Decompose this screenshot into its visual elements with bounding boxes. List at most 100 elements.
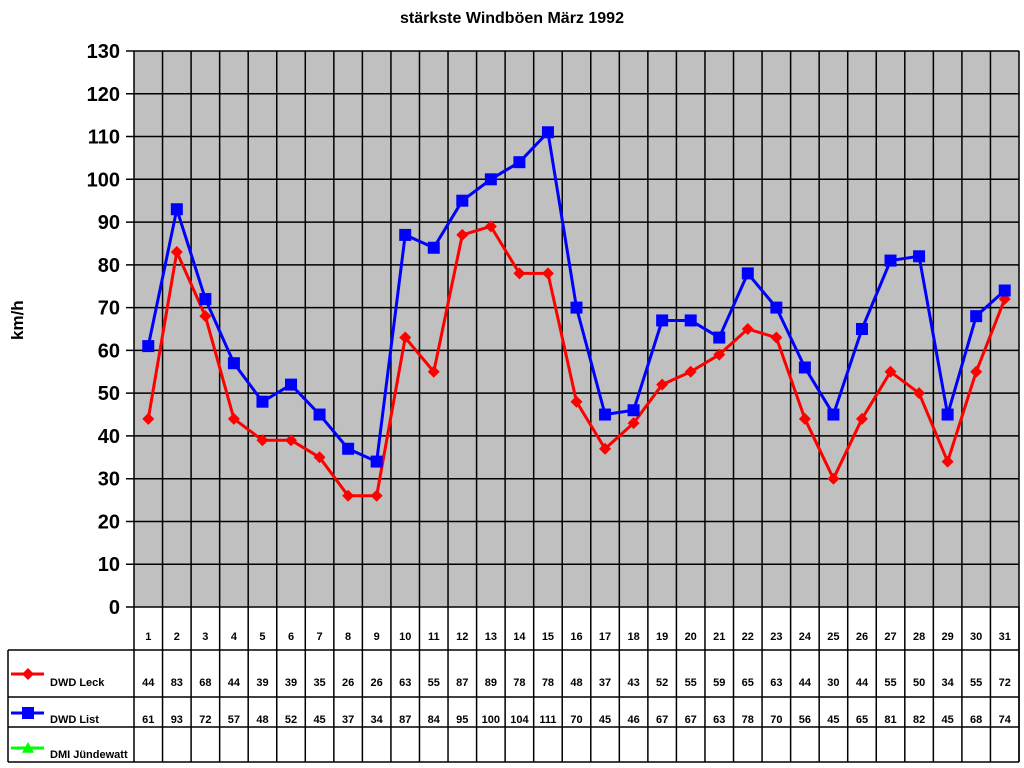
legend-square-icon bbox=[22, 707, 34, 719]
table-cell-value: 55 bbox=[685, 677, 697, 689]
x-category-label: 28 bbox=[913, 631, 925, 643]
x-category-label: 15 bbox=[542, 631, 554, 643]
table-cell-value: 78 bbox=[542, 677, 554, 689]
legend-label: DMI Jündewatt bbox=[50, 749, 128, 761]
table-cell-value: 93 bbox=[171, 714, 183, 726]
data-point-diamond-icon bbox=[827, 472, 840, 485]
table-cell-value: 100 bbox=[482, 714, 500, 726]
data-point-square-icon bbox=[399, 228, 412, 241]
data-point-square-icon bbox=[827, 408, 840, 421]
y-tick-label: 130 bbox=[87, 41, 120, 63]
table-cell-value: 70 bbox=[570, 714, 582, 726]
table-cell-value: 34 bbox=[942, 677, 955, 689]
data-point-square-icon bbox=[998, 284, 1011, 297]
data-point-square-icon bbox=[142, 340, 155, 353]
x-category-label: 21 bbox=[713, 631, 725, 643]
x-category-label: 8 bbox=[345, 631, 351, 643]
table-cell-value: 63 bbox=[713, 714, 725, 726]
data-point-diamond-icon bbox=[770, 331, 783, 344]
table-cell-value: 83 bbox=[171, 677, 183, 689]
table-cell-value: 39 bbox=[256, 677, 268, 689]
data-point-square-icon bbox=[913, 250, 926, 263]
data-point-square-icon bbox=[256, 395, 269, 408]
data-point-square-icon bbox=[227, 357, 240, 370]
data-point-diamond-icon bbox=[285, 434, 298, 447]
table-cell-value: 82 bbox=[913, 714, 925, 726]
legend-label: DWD List bbox=[50, 714, 99, 726]
data-point-square-icon bbox=[484, 173, 497, 186]
data-point-diamond-icon bbox=[370, 489, 383, 502]
table-cell-value: 43 bbox=[627, 677, 639, 689]
data-point-diamond-icon bbox=[313, 451, 326, 464]
table-cell-value: 72 bbox=[999, 677, 1011, 689]
data-point-square-icon bbox=[370, 455, 383, 468]
y-tick-label: 50 bbox=[98, 383, 120, 405]
table-cell-value: 67 bbox=[685, 714, 697, 726]
y-tick-label: 70 bbox=[98, 298, 120, 320]
legend-diamond-icon bbox=[22, 668, 34, 680]
table-cell-value: 35 bbox=[313, 677, 325, 689]
x-category-label: 4 bbox=[231, 631, 238, 643]
x-category-label: 25 bbox=[827, 631, 839, 643]
table-cell-value: 44 bbox=[142, 677, 155, 689]
data-point-square-icon bbox=[427, 241, 440, 254]
data-point-diamond-icon bbox=[142, 412, 155, 425]
table-cell-value: 46 bbox=[627, 714, 639, 726]
x-category-label: 7 bbox=[317, 631, 323, 643]
y-tick-label: 10 bbox=[98, 554, 120, 576]
x-category-label: 10 bbox=[399, 631, 411, 643]
data-point-square-icon bbox=[798, 361, 811, 374]
data-point-square-icon bbox=[884, 254, 897, 267]
table-cell-value: 52 bbox=[656, 677, 668, 689]
table-cell-value: 65 bbox=[856, 714, 868, 726]
x-category-label: 27 bbox=[884, 631, 896, 643]
table-cell-value: 72 bbox=[199, 714, 211, 726]
data-point-diamond-icon bbox=[798, 412, 811, 425]
table-cell-value: 78 bbox=[742, 714, 754, 726]
data-point-diamond-icon bbox=[399, 331, 412, 344]
data-point-square-icon bbox=[855, 323, 868, 335]
data-point-square-icon bbox=[770, 301, 783, 314]
table-cell-value: 87 bbox=[399, 714, 411, 726]
data-point-diamond-icon bbox=[970, 365, 983, 378]
data-point-diamond-icon bbox=[684, 365, 697, 378]
table-cell-value: 59 bbox=[713, 677, 725, 689]
table-cell-value: 37 bbox=[599, 677, 611, 689]
table-cell-value: 67 bbox=[656, 714, 668, 726]
x-category-label: 23 bbox=[770, 631, 782, 643]
table-cell-value: 61 bbox=[142, 714, 154, 726]
data-point-diamond-icon bbox=[227, 412, 240, 425]
data-point-diamond-icon bbox=[199, 310, 212, 323]
data-point-diamond-icon bbox=[342, 489, 355, 502]
table-cell-value: 111 bbox=[539, 714, 556, 726]
table-cell-value: 34 bbox=[371, 714, 384, 726]
legend-label: DWD Leck bbox=[50, 677, 105, 689]
x-category-label: 26 bbox=[856, 631, 868, 643]
table-cell-value: 26 bbox=[371, 677, 383, 689]
chart-title: stärkste Windböen März 1992 bbox=[400, 10, 624, 27]
data-point-square-icon bbox=[199, 293, 212, 306]
table-cell-value: 44 bbox=[228, 677, 241, 689]
data-point-square-icon bbox=[342, 442, 355, 455]
y-tick-label: 120 bbox=[87, 84, 120, 106]
y-tick-label: 30 bbox=[98, 469, 120, 491]
data-point-square-icon bbox=[970, 310, 983, 323]
x-category-label: 9 bbox=[374, 631, 380, 643]
data-point-square-icon bbox=[313, 408, 326, 421]
table-cell-value: 26 bbox=[342, 677, 354, 689]
data-point-square-icon bbox=[684, 314, 697, 327]
data-point-diamond-icon bbox=[427, 365, 440, 378]
table-cell-value: 48 bbox=[256, 714, 268, 726]
y-tick-label: 100 bbox=[87, 169, 120, 191]
data-point-square-icon bbox=[941, 408, 954, 421]
table-cell-value: 95 bbox=[456, 714, 468, 726]
table-cell-value: 45 bbox=[827, 714, 839, 726]
data-point-diamond-icon bbox=[913, 387, 926, 400]
data-point-square-icon bbox=[541, 126, 554, 139]
table-cell-value: 68 bbox=[199, 677, 211, 689]
table-cell-value: 44 bbox=[856, 677, 869, 689]
x-category-label: 18 bbox=[627, 631, 639, 643]
plot-area bbox=[133, 50, 1020, 608]
x-category-label: 17 bbox=[599, 631, 611, 643]
